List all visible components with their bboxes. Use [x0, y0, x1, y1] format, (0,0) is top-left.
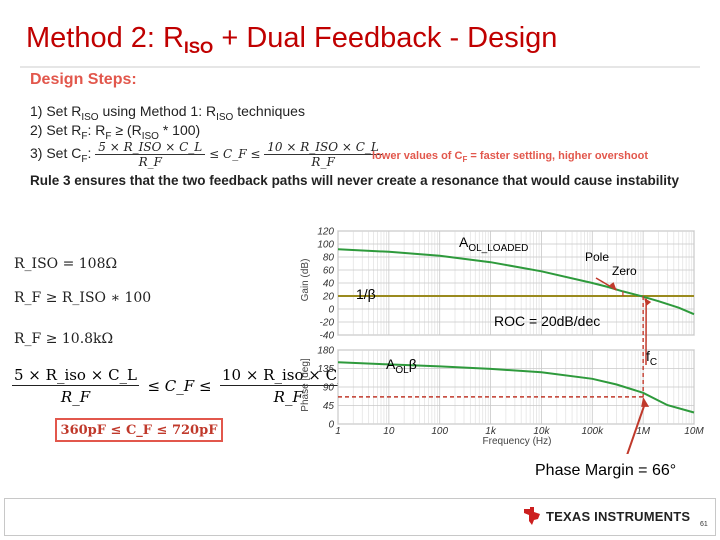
- rule3-note: Rule 3 ensures that the two feedback pat…: [30, 173, 679, 188]
- pole-label: Pole: [585, 250, 610, 264]
- ti-state-icon: [524, 507, 540, 525]
- phase-margin-label: Phase Margin = 66°: [535, 462, 677, 479]
- pole-arrow: [595, 277, 617, 291]
- aol-loaded-label: AOL_LOADED: [459, 234, 529, 254]
- markers: [338, 277, 652, 454]
- gain-tick-label: 0: [328, 305, 334, 316]
- cf-inequality: 5 × R_iso × C_L R_F ≤ C_F ≤ 10 × R_iso × …: [12, 366, 357, 406]
- gain-tick-label: -40: [320, 331, 335, 342]
- frequency-tick-label: 1: [335, 426, 341, 437]
- aol-loaded-curve: [337, 248, 695, 316]
- page-number: 61: [700, 521, 708, 528]
- cf-left-fraction: 5 × R_iso × C_L R_F: [12, 366, 140, 406]
- fc-label: fC: [646, 348, 658, 368]
- step-1: 1) Set RISO using Method 1: RISO techniq…: [30, 103, 305, 123]
- footer-bar: [4, 498, 716, 536]
- gain-axis-label: Gain (dB): [300, 259, 311, 302]
- phase-margin-arrow: [626, 402, 647, 454]
- phase-axis-label: Phase [deg]: [300, 358, 311, 412]
- step-3: 3) Set CF: 5 × R_ISO × C_L R_F ≤ C_F ≤ 10…: [30, 140, 382, 169]
- ti-brand-text: TEXAS INSTRUMENTS: [546, 508, 691, 524]
- aol-beta-label: AOLβ: [386, 356, 417, 376]
- frequency-tick-label: 10M: [684, 426, 704, 437]
- cf-result-box: 360pF ≤ C_F ≤ 720pF: [55, 418, 223, 442]
- frequency-tick-label: 10k: [533, 426, 550, 437]
- series-layer: [337, 248, 695, 414]
- gain-tick-label: 80: [323, 253, 335, 264]
- gain-tick-label: -20: [320, 318, 335, 329]
- phase-grid: [337, 349, 695, 425]
- phase-tick-label: 45: [323, 401, 335, 412]
- phase-tick-label: 180: [317, 346, 334, 357]
- phase-tick-label: 135: [317, 364, 334, 375]
- gain-tick-label: 60: [323, 266, 335, 277]
- lower-values-note: lower values of CF = faster settling, hi…: [372, 150, 648, 165]
- frequency-ticks: 1 10 100 1k 10k 100k 1M 10M: [335, 426, 704, 437]
- step3-left-fraction: 5 × R_ISO × C_L R_F: [95, 140, 206, 169]
- fc-arrowhead: [644, 298, 652, 306]
- step3-right-fraction: 10 × R_ISO × C_L R_F: [264, 140, 382, 169]
- design-steps-heading: Design Steps:: [30, 71, 137, 88]
- frequency-tick-label: 1k: [485, 426, 497, 437]
- riso-equation: R_ISO = 108Ω: [14, 256, 118, 272]
- gain-tick-label: 120: [317, 227, 334, 238]
- one-over-beta-label: 1/β: [356, 286, 376, 302]
- pole-arrowhead: [609, 282, 617, 291]
- gain-ticks: 120 100 80 60 40 20 0 -20 -40: [317, 227, 334, 342]
- title-divider: [20, 66, 700, 68]
- page-title: Method 2: RISO + Dual Feedback - Design: [26, 22, 558, 57]
- frequency-tick-label: 1M: [636, 426, 651, 437]
- gain-tick-label: 100: [317, 240, 334, 251]
- zero-label: Zero: [612, 264, 637, 278]
- frequency-axis-label: Frequency (Hz): [483, 436, 552, 447]
- frequency-tick-label: 100k: [581, 426, 604, 437]
- phase-margin-arrowhead: [641, 396, 650, 407]
- rf-inequality: R_F ≥ R_ISO ∗ 100: [14, 290, 152, 306]
- roc-label: ROC = 20dB/dec: [494, 313, 601, 329]
- phase-tick-label: 90: [323, 383, 335, 394]
- aol-beta-phase-curve: [337, 361, 695, 414]
- gain-grid: [337, 230, 695, 336]
- phase-ticks: 180 135 90 45 0: [317, 346, 334, 431]
- gain-tick-label: 20: [322, 292, 335, 303]
- phase-tick-label: 0: [328, 420, 334, 431]
- bode-plot: Gain (dB) Phase [deg] Frequency (Hz) 120…: [300, 227, 704, 454]
- gain-tick-label: 40: [323, 279, 335, 290]
- step-2: 2) Set RF: RF ≥ (RISO * 100): [30, 122, 201, 142]
- rf-value: R_F ≥ 10.8kΩ: [14, 331, 114, 347]
- ti-logo: TEXAS INSTRUMENTS: [522, 503, 690, 529]
- cf-right-fraction: 10 × R_iso × C_L R_F: [219, 366, 357, 406]
- frequency-tick-label: 100: [431, 426, 448, 437]
- frequency-tick-label: 10: [383, 426, 395, 437]
